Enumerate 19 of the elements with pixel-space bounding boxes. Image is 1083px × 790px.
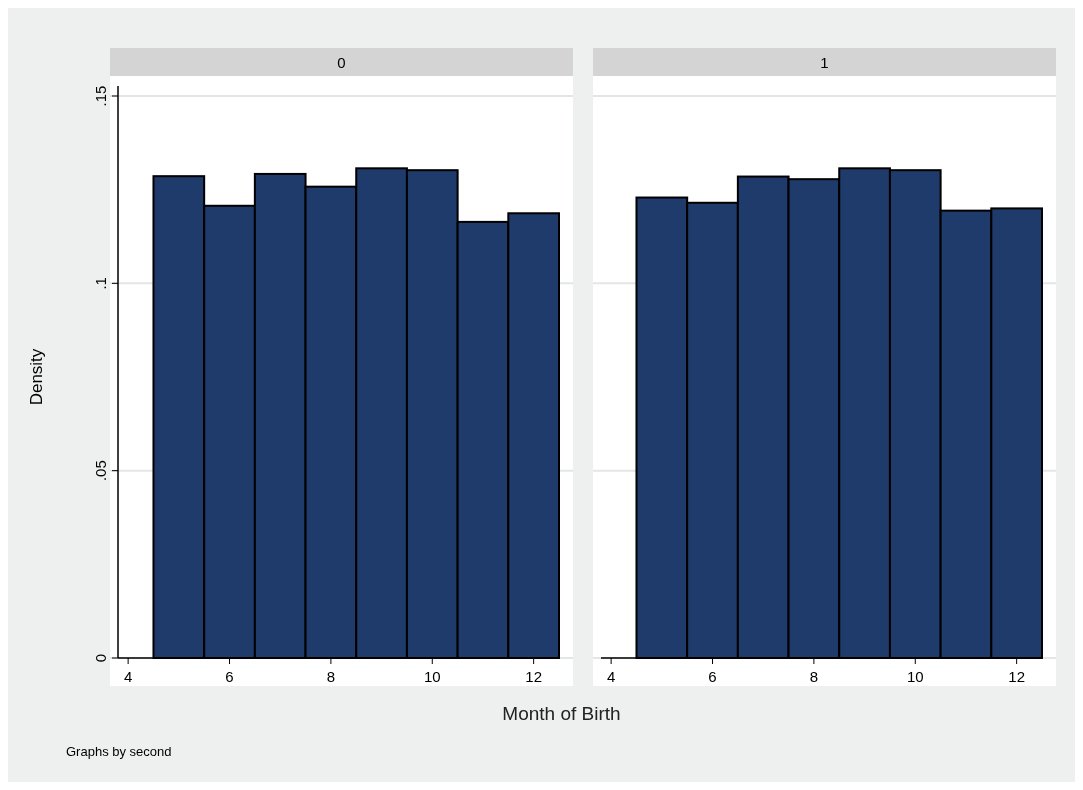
text: Graphs by second bbox=[66, 744, 172, 759]
x-tick-label: 4 bbox=[606, 668, 616, 685]
y-tick-label: .05 bbox=[92, 460, 109, 482]
chart-title: 1 bbox=[820, 54, 829, 71]
chart-title: 0 bbox=[337, 54, 346, 71]
x-tick-label: 8 bbox=[326, 668, 336, 685]
x-tick-label: 10 bbox=[423, 668, 441, 685]
y-tick-label: .1 bbox=[92, 277, 109, 290]
x-tick-label: 12 bbox=[1008, 668, 1025, 685]
y-tick-label: 0 bbox=[92, 653, 109, 663]
y-tick-label: .15 bbox=[92, 85, 109, 107]
x-tick-label: 6 bbox=[708, 668, 717, 685]
x-tick-label: 12 bbox=[525, 668, 542, 685]
x-tick-label: 6 bbox=[225, 668, 234, 685]
x-tick-label: 10 bbox=[906, 668, 924, 685]
x-tick-label: 4 bbox=[123, 668, 133, 685]
y-axis-title: Density bbox=[27, 348, 46, 406]
x-tick-label: 8 bbox=[809, 668, 819, 685]
x-axis-title: Month of Birth bbox=[502, 703, 621, 724]
